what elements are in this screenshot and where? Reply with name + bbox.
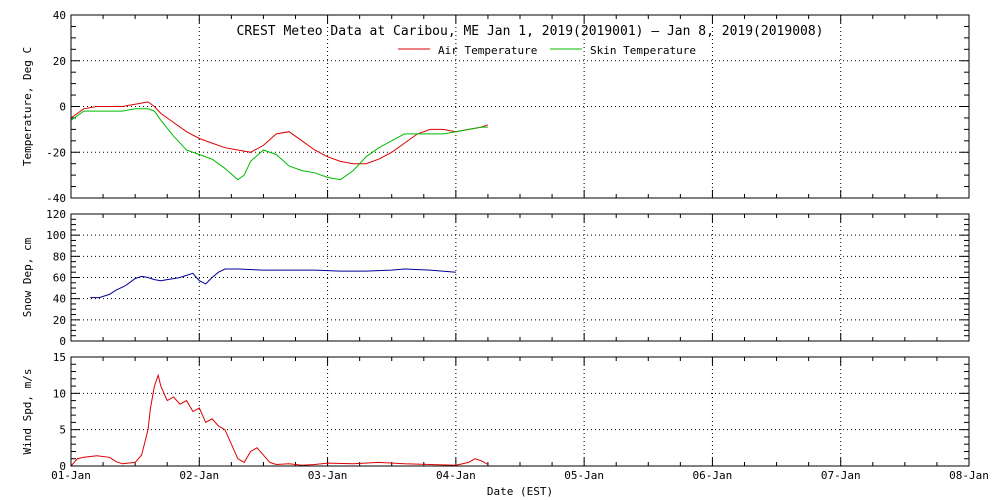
- y-tick-label: 80: [53, 250, 66, 263]
- x-tick-label: 04-Jan: [436, 469, 476, 482]
- y-tick-label: 5: [59, 424, 66, 437]
- panel-3: 0 5 10 15 Wind Spd, m/s 01-Jan 02-Jan 03-Jan 04-…: [21, 351, 989, 498]
- y-tick-label: -20: [46, 146, 66, 159]
- y-tick-label: -40: [46, 192, 66, 205]
- legend: Air Temperature Skin Temperature: [398, 44, 696, 57]
- chart-title: CREST Meteo Data at Caribou, ME Jan 1, 2…: [237, 24, 824, 39]
- x-tick-label: 06-Jan: [693, 469, 733, 482]
- y-axis-label: Snow Dep, cm: [21, 237, 34, 317]
- y-tick-label: 15: [53, 351, 66, 364]
- legend-label: Skin Temperature: [590, 44, 696, 57]
- x-tick-label: 02-Jan: [179, 469, 219, 482]
- legend-label: Air Temperature: [438, 44, 537, 57]
- y-axis-label: Temperature, Deg C: [21, 47, 34, 166]
- x-tick-label: 05-Jan: [564, 469, 604, 482]
- x-tick-label: 03-Jan: [308, 469, 348, 482]
- series-line: [70, 373, 489, 467]
- x-tick-label: 07-Jan: [821, 469, 861, 482]
- y-tick-label: 40: [53, 293, 66, 306]
- y-tick-label: 40: [53, 9, 66, 22]
- plot-frame: [70, 356, 970, 467]
- y-tick-label: 10: [53, 387, 66, 400]
- y-tick-label: 0: [59, 101, 66, 114]
- x-axis-label: Date (EST): [487, 485, 553, 498]
- panel-2: 0 20 40 60 80 100 120 Snow Dep, cm: [21, 208, 970, 348]
- plot-frame: [70, 213, 970, 342]
- y-tick-label: 20: [53, 314, 66, 327]
- series-line: [90, 268, 456, 299]
- plot-frame: [70, 14, 970, 199]
- series-line: [70, 101, 489, 165]
- y-tick-label: 100: [46, 229, 66, 242]
- y-tick-label: 60: [53, 272, 66, 285]
- x-tick-label: 01-Jan: [51, 469, 91, 482]
- y-axis-label: Wind Spd, m/s: [21, 368, 34, 454]
- y-tick-label: 0: [59, 335, 66, 348]
- y-tick-label: 0: [59, 460, 66, 473]
- panel-1: -40 -20 0 20 40 Temperature, Deg C Air Tempera…: [21, 9, 970, 205]
- y-tick-label: 120: [46, 208, 66, 221]
- y-tick-label: 20: [53, 55, 66, 68]
- x-tick-label: 08-Jan: [949, 469, 989, 482]
- series-line: [70, 108, 488, 181]
